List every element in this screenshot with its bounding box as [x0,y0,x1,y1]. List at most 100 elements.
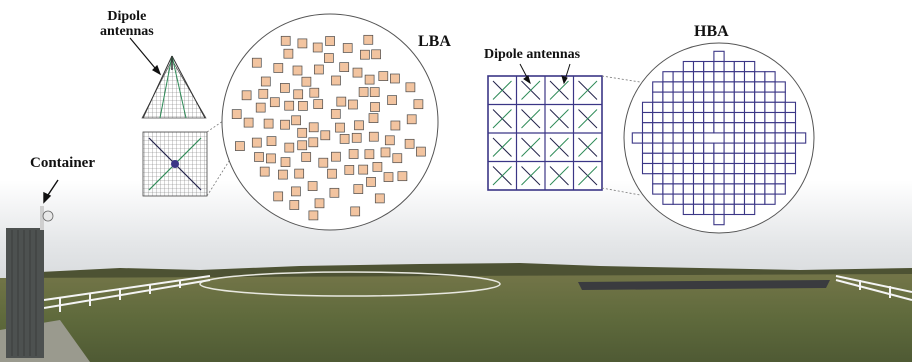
hba-tile [682,162,695,175]
lba-antenna-tile [313,99,324,109]
hba-tile [662,142,674,154]
lba-antenna-tile [404,138,415,149]
lba-antenna-tile [284,142,295,153]
hba-tile [723,122,735,134]
lba-antenna-tile [351,132,362,143]
hba-dipole [492,137,512,157]
hba-tile [692,81,705,93]
dipole-antennas-label-right: Dipole antennas [484,47,581,62]
lba-antenna-tile [258,88,269,99]
hba-tile [703,193,715,205]
hba-tile [733,203,746,216]
lba-antenna-tile [291,115,301,126]
hba-tile [713,91,725,103]
lba-antenna-tile [329,187,340,198]
hba-tile [764,111,776,124]
hba-tile [662,81,674,93]
hba-tile [774,162,786,175]
hba-tile [682,183,695,195]
hba-tile [672,142,684,154]
lba-antenna-tile [308,122,319,133]
lba-antenna-tile [283,48,294,59]
hba-tile [682,132,695,144]
lba-antenna-tile [297,140,308,151]
lba-antenna-tile [260,76,271,87]
hba-tile [672,193,684,205]
hba-tile [672,81,684,93]
lba-antenna-tile [339,62,350,72]
hba-tile [743,122,756,134]
hba-tile [774,183,786,195]
hba-tile [723,152,735,165]
hba-tile [733,142,746,154]
hba-tile [754,81,766,93]
lba-antenna-tile [348,149,359,159]
hba-tile [672,183,684,195]
hba-dipole [549,109,569,129]
lba-antenna-tile [390,73,400,84]
lba-antenna-tile [251,57,262,68]
dipole-label-line2: antennas [100,23,154,39]
hba-tile [713,152,725,165]
hba-tile [733,71,746,83]
hba-tile [713,173,725,185]
hba-tile [672,111,684,124]
lba-antenna-tile [314,64,324,75]
hba-tile [743,91,756,103]
lba-antenna-tile [263,118,274,129]
hba-tile [682,203,695,216]
hba-tile [723,71,735,83]
hba-tile [774,132,786,144]
lba-antenna-tile [406,114,417,125]
hba-tile [754,132,766,144]
hba-tile [723,81,735,93]
hba-tile [662,101,674,114]
hba-tile [754,173,766,185]
hba-dipole [521,166,541,186]
hba-tile [774,91,786,103]
lba-tiles [231,34,426,221]
hba-tile [713,81,725,93]
hba-tile [743,81,756,93]
hba-dipole [492,80,512,100]
lba-antenna-tile [358,164,369,175]
hba-tile [733,183,746,195]
hba-tile [713,122,725,134]
hba-tile [774,111,786,124]
hba-tile [713,193,725,205]
hba-tile [774,173,786,185]
hba-tile [723,193,735,205]
camera-icon [42,210,54,222]
hba-tile [692,152,705,165]
hba-tile [794,132,807,144]
hba-tile [723,111,735,124]
hba-tile [774,101,786,114]
hba-tile [641,111,654,124]
hba-tile [672,91,684,103]
lba-antenna-tile [309,87,320,98]
hba-tile [692,122,705,134]
hba-tile [672,173,684,185]
hba-tile [672,101,684,114]
hba-tile [764,81,776,93]
hba-tile [662,183,674,195]
hba-tile [764,91,776,103]
hba-tile [703,81,715,93]
lba-antenna-tile [294,168,305,179]
hba-dipole [578,137,598,157]
lba-antenna-tile [372,162,383,172]
lba-antenna-tile [280,35,291,46]
lba-antenna-tile [314,198,325,209]
hba-dipole [578,166,598,186]
hba-tile [652,91,664,103]
lba-antenna-tile [254,152,264,162]
hba-tile [723,142,735,154]
hba-tile [733,122,746,134]
lba-antenna-tile [308,137,319,148]
hba-tile [784,132,797,144]
hba-tile [662,193,674,205]
hba-tile [723,173,735,185]
hba-tile [733,81,746,93]
lba-antenna-tile [301,76,312,87]
hba-tile [662,91,674,103]
